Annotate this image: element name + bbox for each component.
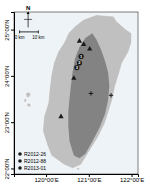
point-triangle [71, 75, 76, 80]
point-label: 3 [76, 65, 79, 70]
y-tick-label: 25°00'N [4, 19, 10, 40]
legend-label: R2013-01 [24, 165, 46, 171]
x-tick: 121°00'E [77, 174, 101, 183]
north-label: N [26, 5, 30, 11]
scale-bar-label: 10 km [32, 35, 45, 40]
y-tick-mark [11, 168, 14, 169]
plot-background [14, 12, 138, 174]
y-tick: 25°00'N [4, 19, 14, 40]
point-cross [109, 93, 113, 97]
y-tick-label: 23°00'N [4, 112, 10, 133]
point-label: 1 [80, 54, 83, 59]
scale-bar-label: 0 km [15, 35, 25, 40]
y-tick-label: 22°00'N [4, 158, 10, 179]
point-cross [89, 91, 93, 95]
point-circle [79, 54, 84, 59]
north-arrow-shaft [28, 12, 29, 27]
scale-bar-line [20, 30, 39, 33]
y-tick: 23°00'N [4, 112, 14, 133]
legend-label: R2012-88 [24, 158, 46, 164]
y-tick: 22°00'N [4, 158, 14, 179]
y-tick-mark [11, 30, 14, 31]
land-area [77, 168, 80, 170]
y-tick-mark [11, 122, 14, 123]
point-triangle [87, 46, 92, 51]
series-cross [89, 91, 113, 97]
point-triangle [77, 38, 82, 43]
y-tick: 24°00'N [4, 66, 14, 87]
point-triangle [58, 114, 63, 119]
y-axis-line [11, 13, 15, 175]
legend: R2012-26R2012-88R2013-01 [18, 151, 46, 171]
legend-marker [18, 159, 22, 163]
chart: 123 N 0 km 10 km R2012-26R2012-88R2013-01 120… [0, 0, 150, 188]
point-triangle [81, 41, 86, 46]
x-tick-label: 120°00'E [34, 177, 58, 183]
x-tick-label: 122°00'E [120, 177, 144, 183]
x-tick-label: 121°00'E [77, 177, 101, 183]
land-area [43, 15, 132, 169]
x-tick: 122°00'E [120, 174, 144, 183]
legend-marker [18, 152, 22, 156]
scale-bar: 0 km 10 km [15, 30, 45, 39]
plot: 123 N 0 km 10 km R2012-26R2012-88R2013-01 120… [4, 5, 144, 183]
x-axis: 120°00'E 121°00'E 122°00'E [15, 174, 145, 183]
point-circle [74, 65, 79, 70]
land-area [68, 33, 109, 158]
series-triangle [58, 38, 92, 118]
land-area [24, 98, 27, 103]
series-circle [74, 54, 83, 70]
plot-frame [14, 12, 138, 174]
north-arrow-crossbar [24, 19, 32, 20]
marks [24, 15, 132, 170]
y-tick-label: 24°00'N [4, 66, 10, 87]
point-label: 2 [78, 60, 81, 65]
legend-marker [18, 166, 22, 170]
land-area [26, 92, 32, 98]
north-arrow: N [24, 5, 32, 27]
annotations: 123 N 0 km 10 km [15, 5, 83, 70]
legend-label: R2012-26 [24, 151, 46, 157]
y-axis: 22°00'N 23°00'N 24°00'N 25°00'N [4, 13, 15, 180]
x-tick: 120°00'E [34, 174, 58, 183]
y-tick-mark [11, 76, 14, 77]
land-area [27, 103, 31, 108]
